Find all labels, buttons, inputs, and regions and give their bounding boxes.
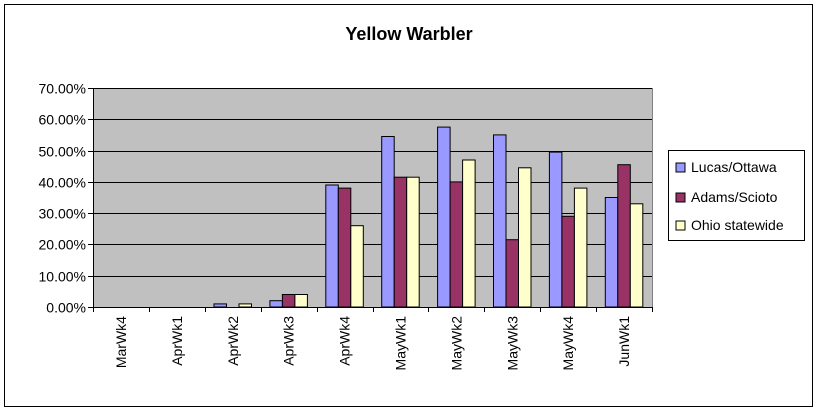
x-axis-ticks: MarWk4 AprWk1 AprWk2 AprWk3 AprWk4 MayWk1 MayW… (93, 307, 653, 371)
bar-adams-scioto-maywk2 (449, 181, 464, 308)
x-tick-label: AprWk3 (281, 316, 297, 366)
bar-ohio-statewide-aprwk4 (350, 225, 364, 308)
bar-ohio-statewide-aprwk3 (294, 294, 308, 308)
legend-label-ohio-statewide: Ohio statewide (691, 217, 784, 233)
x-tick-label: MayWk3 (504, 316, 520, 371)
legend: Lucas/Ottawa Adams/Scioto Ohio statewide (668, 150, 805, 241)
bar-ohio-statewide-maywk4 (573, 187, 588, 308)
legend-swatch-ohio-statewide (675, 220, 686, 231)
y-tick-label: 50.00% (39, 144, 86, 160)
legend-label-adams-scioto: Adams/Scioto (691, 189, 778, 205)
bar-lucas-ottawa-aprwk3 (269, 300, 283, 308)
x-tick-label: MayWk4 (560, 316, 576, 371)
bar-lucas-ottawa-aprwk4 (325, 184, 339, 308)
bar-ohio-statewide-aprwk2 (238, 303, 252, 308)
x-tick-label: JunWk1 (616, 316, 632, 367)
bar-lucas-ottawa-junwk1 (604, 197, 619, 308)
bar-lucas-ottawa-maywk3 (493, 134, 507, 308)
x-tick-label: AprWk2 (225, 316, 241, 366)
legend-swatch-adams-scioto (675, 192, 686, 203)
bar-ohio-statewide-junwk1 (629, 203, 644, 308)
bar-adams-scioto-junwk1 (617, 164, 631, 308)
bar-ohio-statewide-maywk1 (406, 176, 420, 308)
bar-series (213, 126, 644, 308)
bar-ohio-statewide-maywk2 (462, 159, 476, 308)
y-tick-label: 30.00% (39, 206, 86, 222)
y-tick-label: 20.00% (39, 237, 86, 253)
bar-lucas-ottawa-aprwk2 (213, 303, 227, 308)
bar-adams-scioto-aprwk4 (337, 187, 352, 308)
y-tick-label: 70.00% (39, 81, 86, 97)
y-tick-label: 60.00% (39, 112, 86, 128)
y-tick-label: 40.00% (39, 175, 86, 191)
x-tick-label: MayWk2 (448, 316, 464, 371)
bar-lucas-ottawa-maywk4 (548, 151, 563, 308)
legend-swatch-lucas-ottawa (675, 162, 686, 173)
bar-adams-scioto-aprwk3 (281, 294, 296, 308)
bar-lucas-ottawa-maywk2 (437, 126, 451, 308)
bar-ohio-statewide-maywk3 (518, 167, 532, 308)
bar-adams-scioto-maywk1 (393, 176, 408, 308)
legend-label-lucas-ottawa: Lucas/Ottawa (691, 159, 777, 175)
legend-box (668, 150, 805, 241)
x-tick-label: MarWk4 (113, 316, 129, 368)
x-tick-label: AprWk4 (337, 316, 353, 366)
x-tick-label: AprWk1 (169, 316, 185, 366)
bar-lucas-ottawa-maywk1 (381, 136, 395, 308)
y-tick-label: 0.00% (46, 300, 86, 316)
bar-adams-scioto-maywk3 (505, 239, 519, 308)
chart-title: Yellow Warbler (345, 24, 472, 44)
y-tick-label: 10.00% (39, 269, 86, 285)
x-tick-label: MayWk1 (392, 316, 408, 371)
bar-adams-scioto-maywk4 (561, 215, 575, 308)
